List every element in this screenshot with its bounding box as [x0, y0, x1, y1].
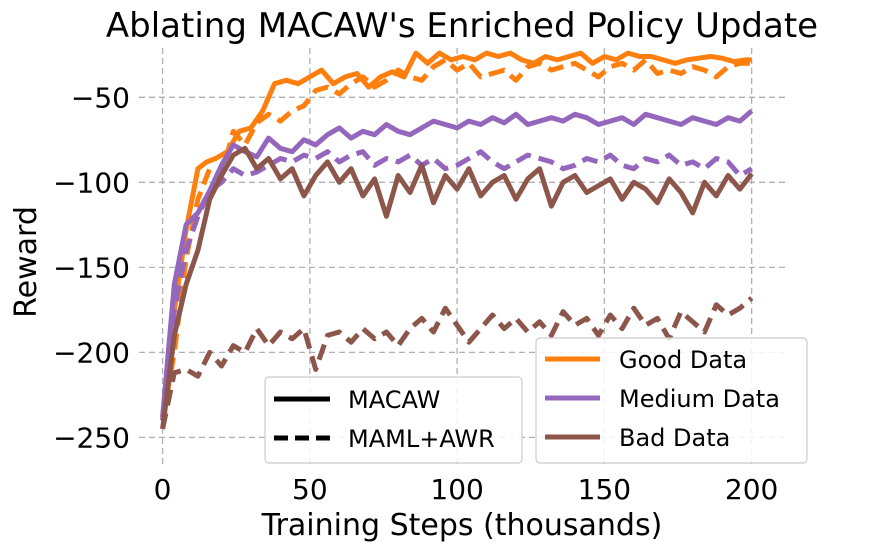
y-tick-label: −150 — [53, 251, 130, 284]
legend-label-bad: Bad Data — [619, 424, 730, 452]
legend-label-macaw: MACAW — [348, 386, 440, 414]
legend-label-maml-awr: MAML+AWR — [348, 425, 495, 453]
series-medium-data-maml-awr — [160, 149, 753, 421]
series-bad-data-maml-awr — [160, 296, 754, 430]
series-good-data-macaw — [160, 50, 752, 418]
x-tick-label: 0 — [154, 473, 172, 506]
x-tick-label: 100 — [430, 473, 483, 506]
y-tick-label: −250 — [53, 421, 130, 454]
legend-label-good: Good Data — [619, 346, 747, 374]
tick-labels: 0 50 100 150 200 −50 −100 −150 −200 −250 — [53, 81, 778, 506]
chart-title: Ablating MACAW's Enriched Policy Update — [106, 6, 818, 46]
x-tick-label: 50 — [292, 473, 328, 506]
style-legend: MACAW MAML+AWR — [264, 376, 523, 464]
series-good-data-maml-awr — [160, 57, 752, 421]
series-lines — [160, 50, 754, 430]
x-tick-label: 150 — [578, 473, 631, 506]
y-tick-label: −50 — [71, 81, 130, 114]
color-legend-box — [535, 337, 808, 464]
series-bad-data-macaw — [160, 145, 754, 430]
series-medium-data-macaw — [160, 109, 754, 418]
y-tick-label: −100 — [53, 166, 130, 199]
y-tick-label: −200 — [53, 336, 130, 369]
x-axis-label: Training Steps (thousands) — [261, 508, 663, 543]
color-legend: Good Data Medium Data Bad Data — [535, 337, 808, 464]
y-axis-label: Reward — [9, 206, 44, 318]
x-tick-label: 200 — [725, 473, 778, 506]
legend-label-medium: Medium Data — [619, 385, 780, 413]
